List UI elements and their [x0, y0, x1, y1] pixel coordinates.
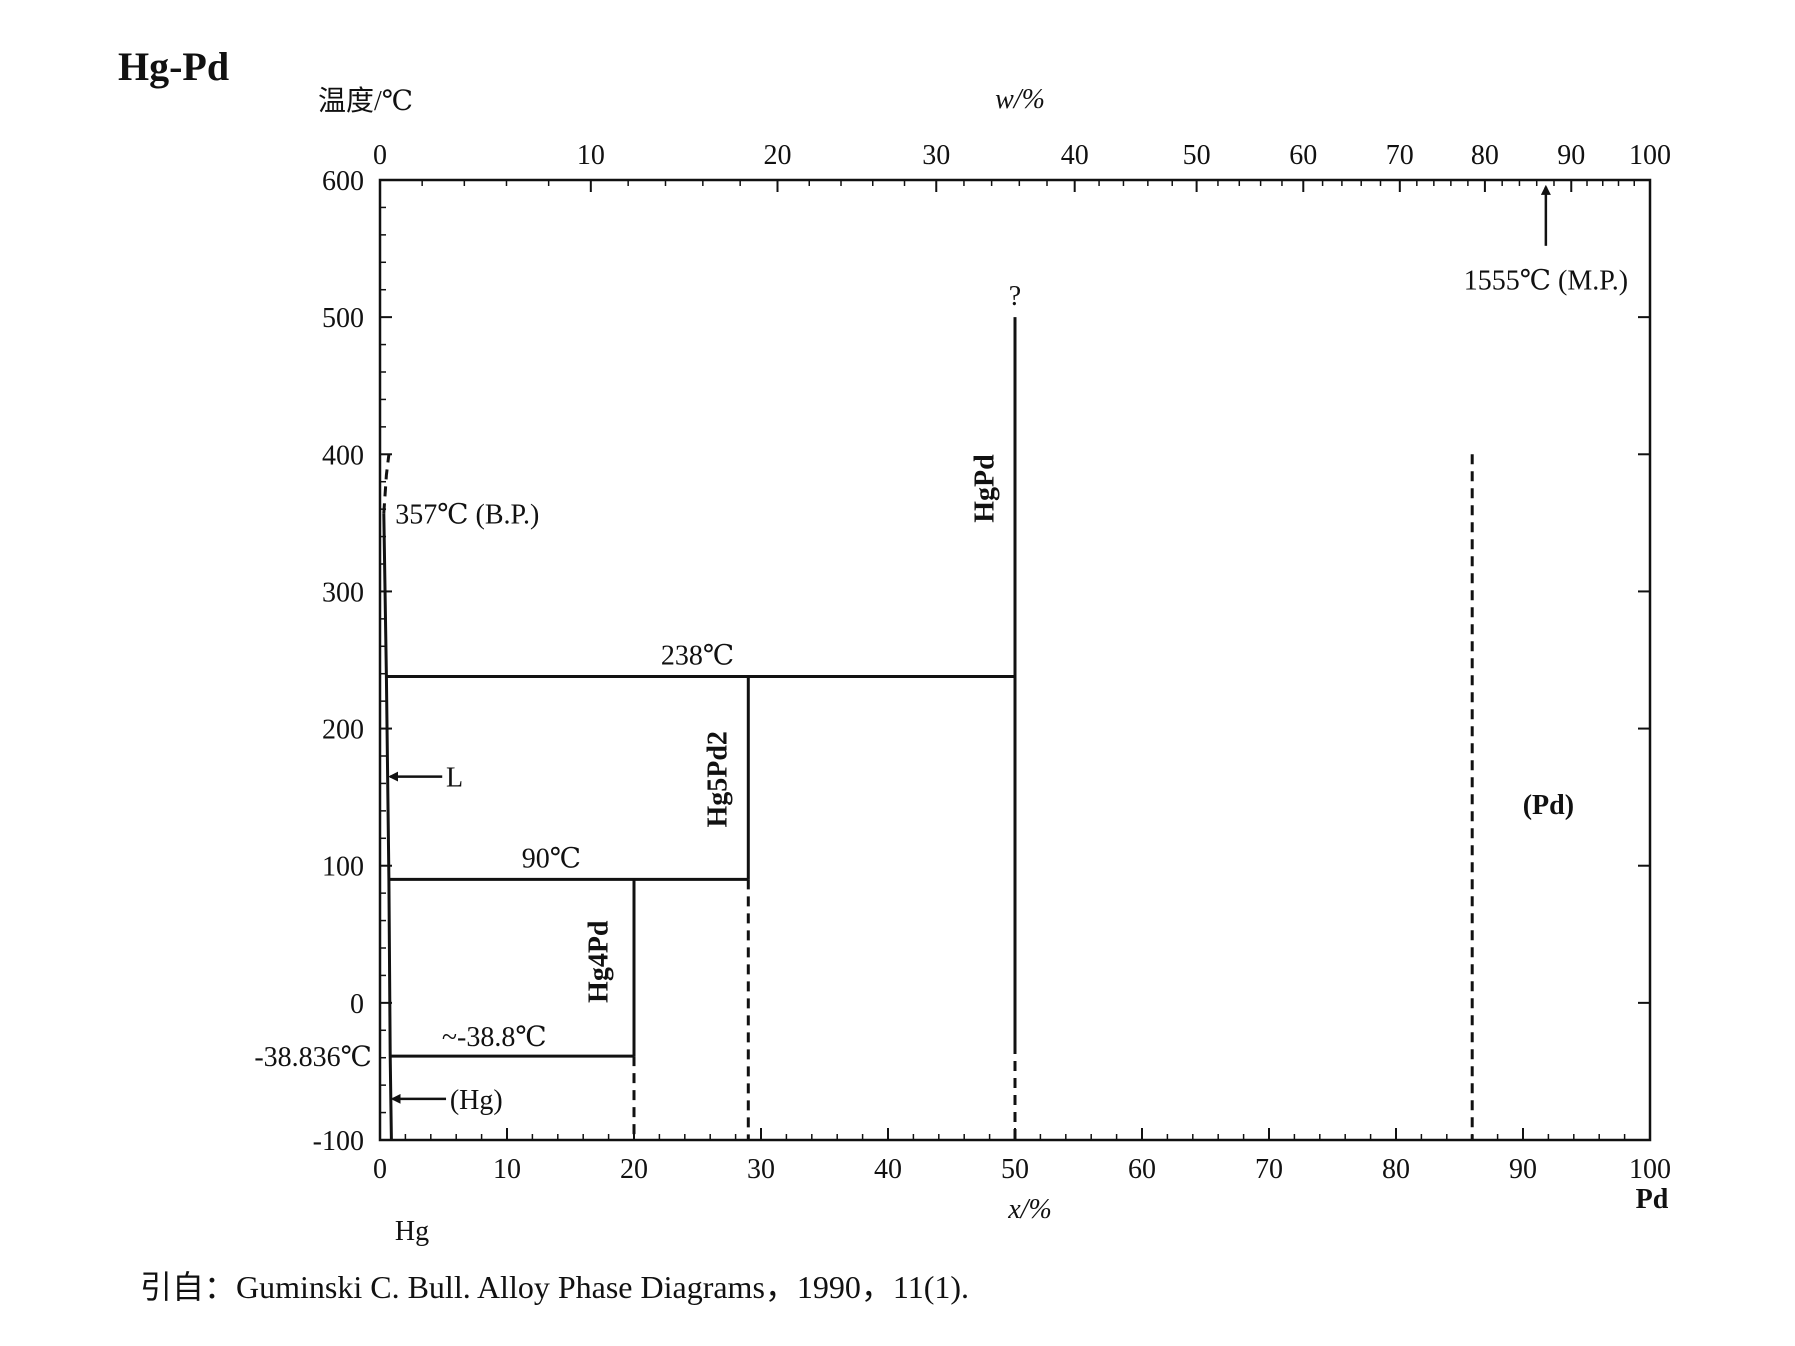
w-tick-label: 40 — [1061, 140, 1089, 171]
hgpd-phase-label: HgPd — [969, 454, 1000, 523]
x-tick-label: 60 — [1128, 1154, 1156, 1185]
liquid-phase-label: L — [446, 763, 463, 794]
y-tick-label: 0 — [350, 989, 364, 1020]
peritectic-238-label: 238℃ — [661, 640, 734, 671]
hg5pd2-phase-label: Hg5Pd2 — [703, 731, 734, 827]
w-tick-label: 0 — [373, 140, 387, 171]
w-tick-label: 70 — [1386, 140, 1414, 171]
y-tick-label: -100 — [313, 1126, 364, 1157]
x-tick-label: 90 — [1509, 1154, 1537, 1185]
citation: 引自：Guminski C. Bull. Alloy Phase Diagram… — [140, 1269, 969, 1305]
w-tick-label: 80 — [1471, 140, 1499, 171]
phase-lines — [382, 317, 1474, 1141]
question-mark-label: ? — [1009, 281, 1021, 312]
hg4pd-phase-label: Hg4Pd — [583, 920, 614, 1003]
left-element-label: Hg — [395, 1216, 429, 1247]
ticks-layer: 0 10 20 30 40 50 60 70 80 90 100 0 10 20 30 40 50 60 70 80 9… — [313, 140, 1671, 1185]
x-tick-label: 20 — [620, 1154, 648, 1185]
x-tick-label: 10 — [493, 1154, 521, 1185]
hg-melting-label: -38.836℃ — [254, 1042, 372, 1073]
y-tick-label: 300 — [322, 577, 364, 608]
peritectic-90-label: 90℃ — [522, 843, 581, 874]
y-tick-label: 600 — [322, 166, 364, 197]
w-tick-label: 60 — [1289, 140, 1317, 171]
x-tick-label: 70 — [1255, 1154, 1283, 1185]
chart-title: Hg-Pd — [118, 44, 229, 89]
x-tick-label: 50 — [1001, 1154, 1029, 1185]
x-tick-label: 40 — [874, 1154, 902, 1185]
top-x-axis-label: w/% — [995, 84, 1045, 115]
melting-point-label: 1555℃ (M.P.) — [1464, 266, 1628, 297]
w-tick-label: 100 — [1629, 140, 1671, 171]
labels-layer: 357℃ (B.P.) 1555℃ (M.P.) 238℃ 90℃ ~-38.8… — [254, 184, 1628, 1116]
bottom-x-axis-label: x/% — [1007, 1194, 1052, 1225]
hg-phase-label: (Hg) — [450, 1085, 503, 1116]
w-tick-label: 50 — [1183, 140, 1211, 171]
w-tick-label: 10 — [577, 140, 605, 171]
y-tick-label: 500 — [322, 303, 364, 334]
x-tick-label: 80 — [1382, 1154, 1410, 1185]
w-tick-label: 90 — [1557, 140, 1585, 171]
x-tick-label: 0 — [373, 1154, 387, 1185]
eutectic-label: ~-38.8℃ — [442, 1022, 547, 1053]
pd-phase-label: (Pd) — [1523, 790, 1574, 821]
y-tick-label: 200 — [322, 715, 364, 746]
right-element-label: Pd — [1636, 1184, 1669, 1215]
w-tick-label: 30 — [922, 140, 950, 171]
w-tick-label: 20 — [764, 140, 792, 171]
y-axis-label: 温度/℃ — [318, 85, 413, 117]
boiling-point-label: 357℃ (B.P.) — [395, 499, 539, 530]
y-tick-label: 100 — [322, 852, 364, 883]
x-tick-label: 30 — [747, 1154, 775, 1185]
liquidus-near-hg-line — [382, 513, 393, 1141]
x-tick-label: 100 — [1629, 1154, 1671, 1185]
boiling-curve-line — [382, 454, 391, 514]
y-tick-label: 400 — [322, 440, 364, 471]
